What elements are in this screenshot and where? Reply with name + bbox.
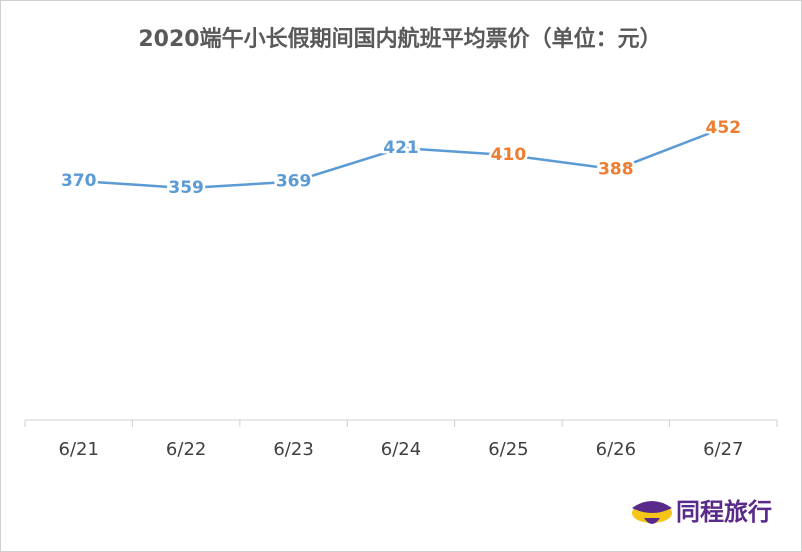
data-label: 370 — [61, 171, 97, 191]
data-label: 452 — [706, 118, 742, 138]
data-label: 369 — [276, 172, 312, 192]
chart-title: 2020端午小长假期间国内航班平均票价（单位：元） — [138, 26, 661, 52]
data-label: 359 — [168, 178, 204, 198]
x-tick-label: 6/26 — [596, 439, 636, 460]
logo-icon — [632, 501, 672, 513]
x-tick-label: 6/25 — [488, 439, 528, 460]
data-label: 410 — [491, 145, 527, 165]
x-tick-label: 6/24 — [381, 439, 421, 460]
logo-text: 同程旅行 — [676, 498, 772, 526]
x-tick-label: 6/23 — [273, 439, 313, 460]
logo-icon — [644, 518, 660, 524]
data-label: 421 — [383, 138, 419, 158]
x-tick-label: 6/22 — [166, 439, 206, 460]
logo: 同程旅行 — [632, 498, 772, 526]
series-line — [78, 126, 724, 190]
x-tick-label: 6/27 — [703, 439, 743, 460]
data-label: 388 — [598, 159, 634, 179]
x-tick-label: 6/21 — [59, 439, 99, 460]
